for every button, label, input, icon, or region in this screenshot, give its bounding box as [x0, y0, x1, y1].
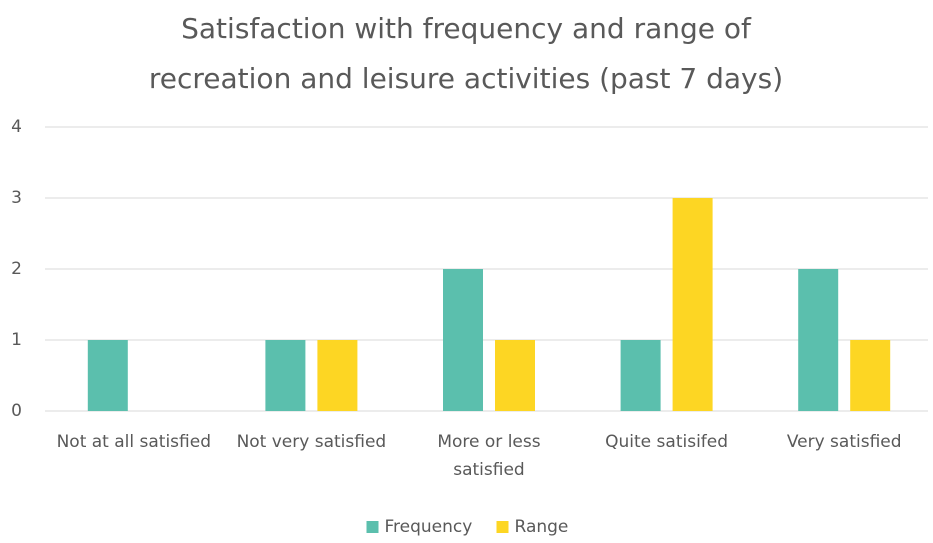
y-tick-label: 3: [11, 188, 22, 208]
legend-label: Range: [515, 517, 569, 537]
x-tick-label: Quite satisifed: [605, 432, 729, 452]
bar: [495, 340, 535, 411]
legend-label: Frequency: [385, 517, 473, 537]
bar: [443, 269, 483, 411]
bar: [317, 340, 358, 411]
bar: [850, 340, 891, 411]
chart-title: Satisfaction with frequency and range of…: [148, 12, 784, 95]
legend-swatch: [496, 521, 509, 533]
y-tick-label: 1: [11, 330, 22, 350]
y-tick-label: 4: [11, 117, 22, 137]
x-tick-label: Very satisfied: [786, 432, 902, 452]
bar: [672, 198, 713, 411]
bar: [265, 340, 306, 411]
x-tick-label: Not very satisfied: [236, 432, 387, 452]
y-tick-label: 2: [11, 259, 22, 279]
x-tick-label: Not at all satisfied: [56, 432, 211, 452]
bar: [798, 269, 839, 411]
bar: [87, 340, 128, 411]
x-tick-label: More or less satisfied: [437, 432, 541, 480]
y-tick-label: 0: [11, 401, 22, 421]
bar: [620, 340, 661, 411]
legend-swatch: [366, 521, 379, 533]
